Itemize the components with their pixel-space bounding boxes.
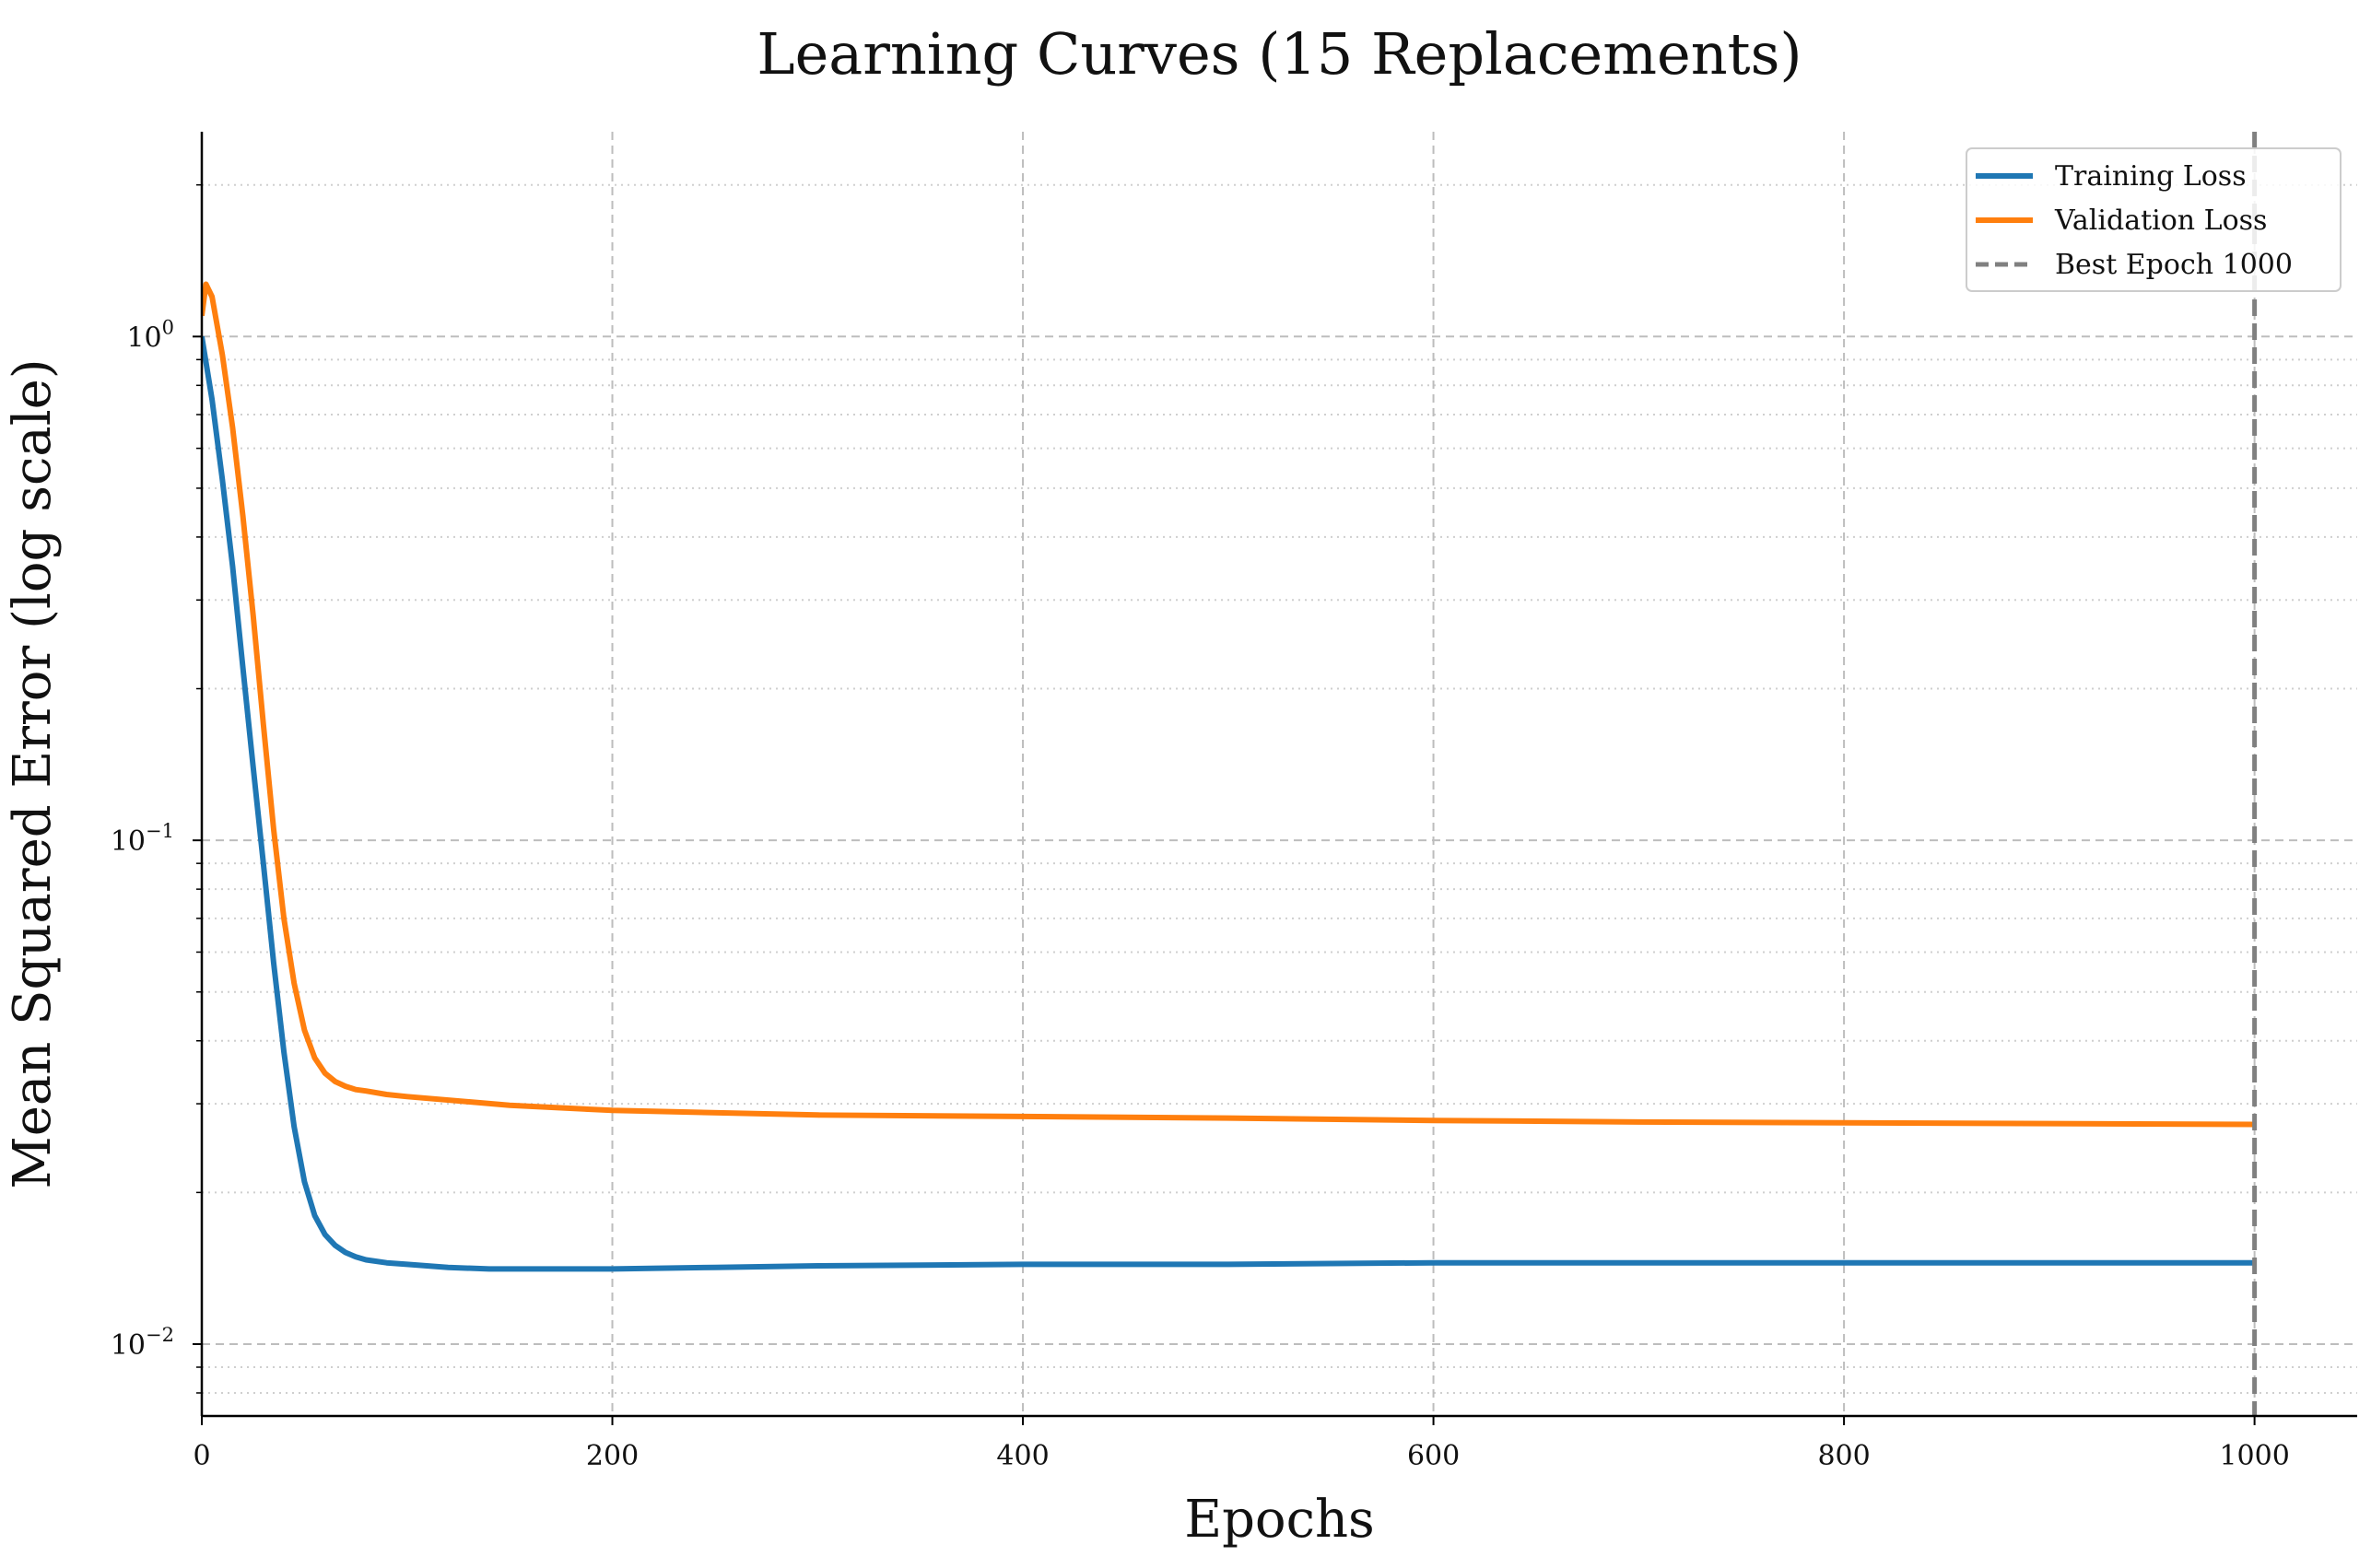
major-grid (202, 132, 2357, 1416)
minor-grid (202, 183, 2357, 1394)
y-tick-label: 10−1 (111, 820, 174, 858)
x-tick-label: 800 (1817, 1440, 1870, 1472)
legend-label: Training Loss (2055, 160, 2247, 193)
series-group (202, 281, 2255, 1272)
legend-label: Validation Loss (2054, 205, 2267, 237)
legend-label: Best Epoch 1000 (2055, 249, 2293, 281)
x-tick-label: 1000 (2219, 1440, 2289, 1472)
legend: Training Loss Validation Loss Best Epoch 1… (1966, 147, 2342, 292)
chart-title: Learning Curves (15 Replacements) (757, 20, 1802, 88)
x-tick-label: 200 (586, 1440, 639, 1472)
x-tick-label: 400 (996, 1440, 1049, 1472)
series-line-training-loss (202, 335, 2255, 1272)
y-tick-label: 10−2 (111, 1324, 174, 1362)
series-line-validation-loss (202, 281, 2255, 1128)
legend-box (1966, 147, 2342, 292)
x-axis-label: Epochs (1184, 1490, 1375, 1550)
x-ticks: 0 200 400 600 800 1000 (193, 1416, 2290, 1472)
y-ticks: 100 10−1 10−2 (111, 183, 202, 1394)
y-tick-label: 100 (126, 316, 174, 354)
x-tick-label: 0 (193, 1440, 210, 1472)
y-axis-label: Mean Squared Error (log scale) (3, 358, 63, 1188)
x-tick-label: 600 (1407, 1440, 1460, 1472)
